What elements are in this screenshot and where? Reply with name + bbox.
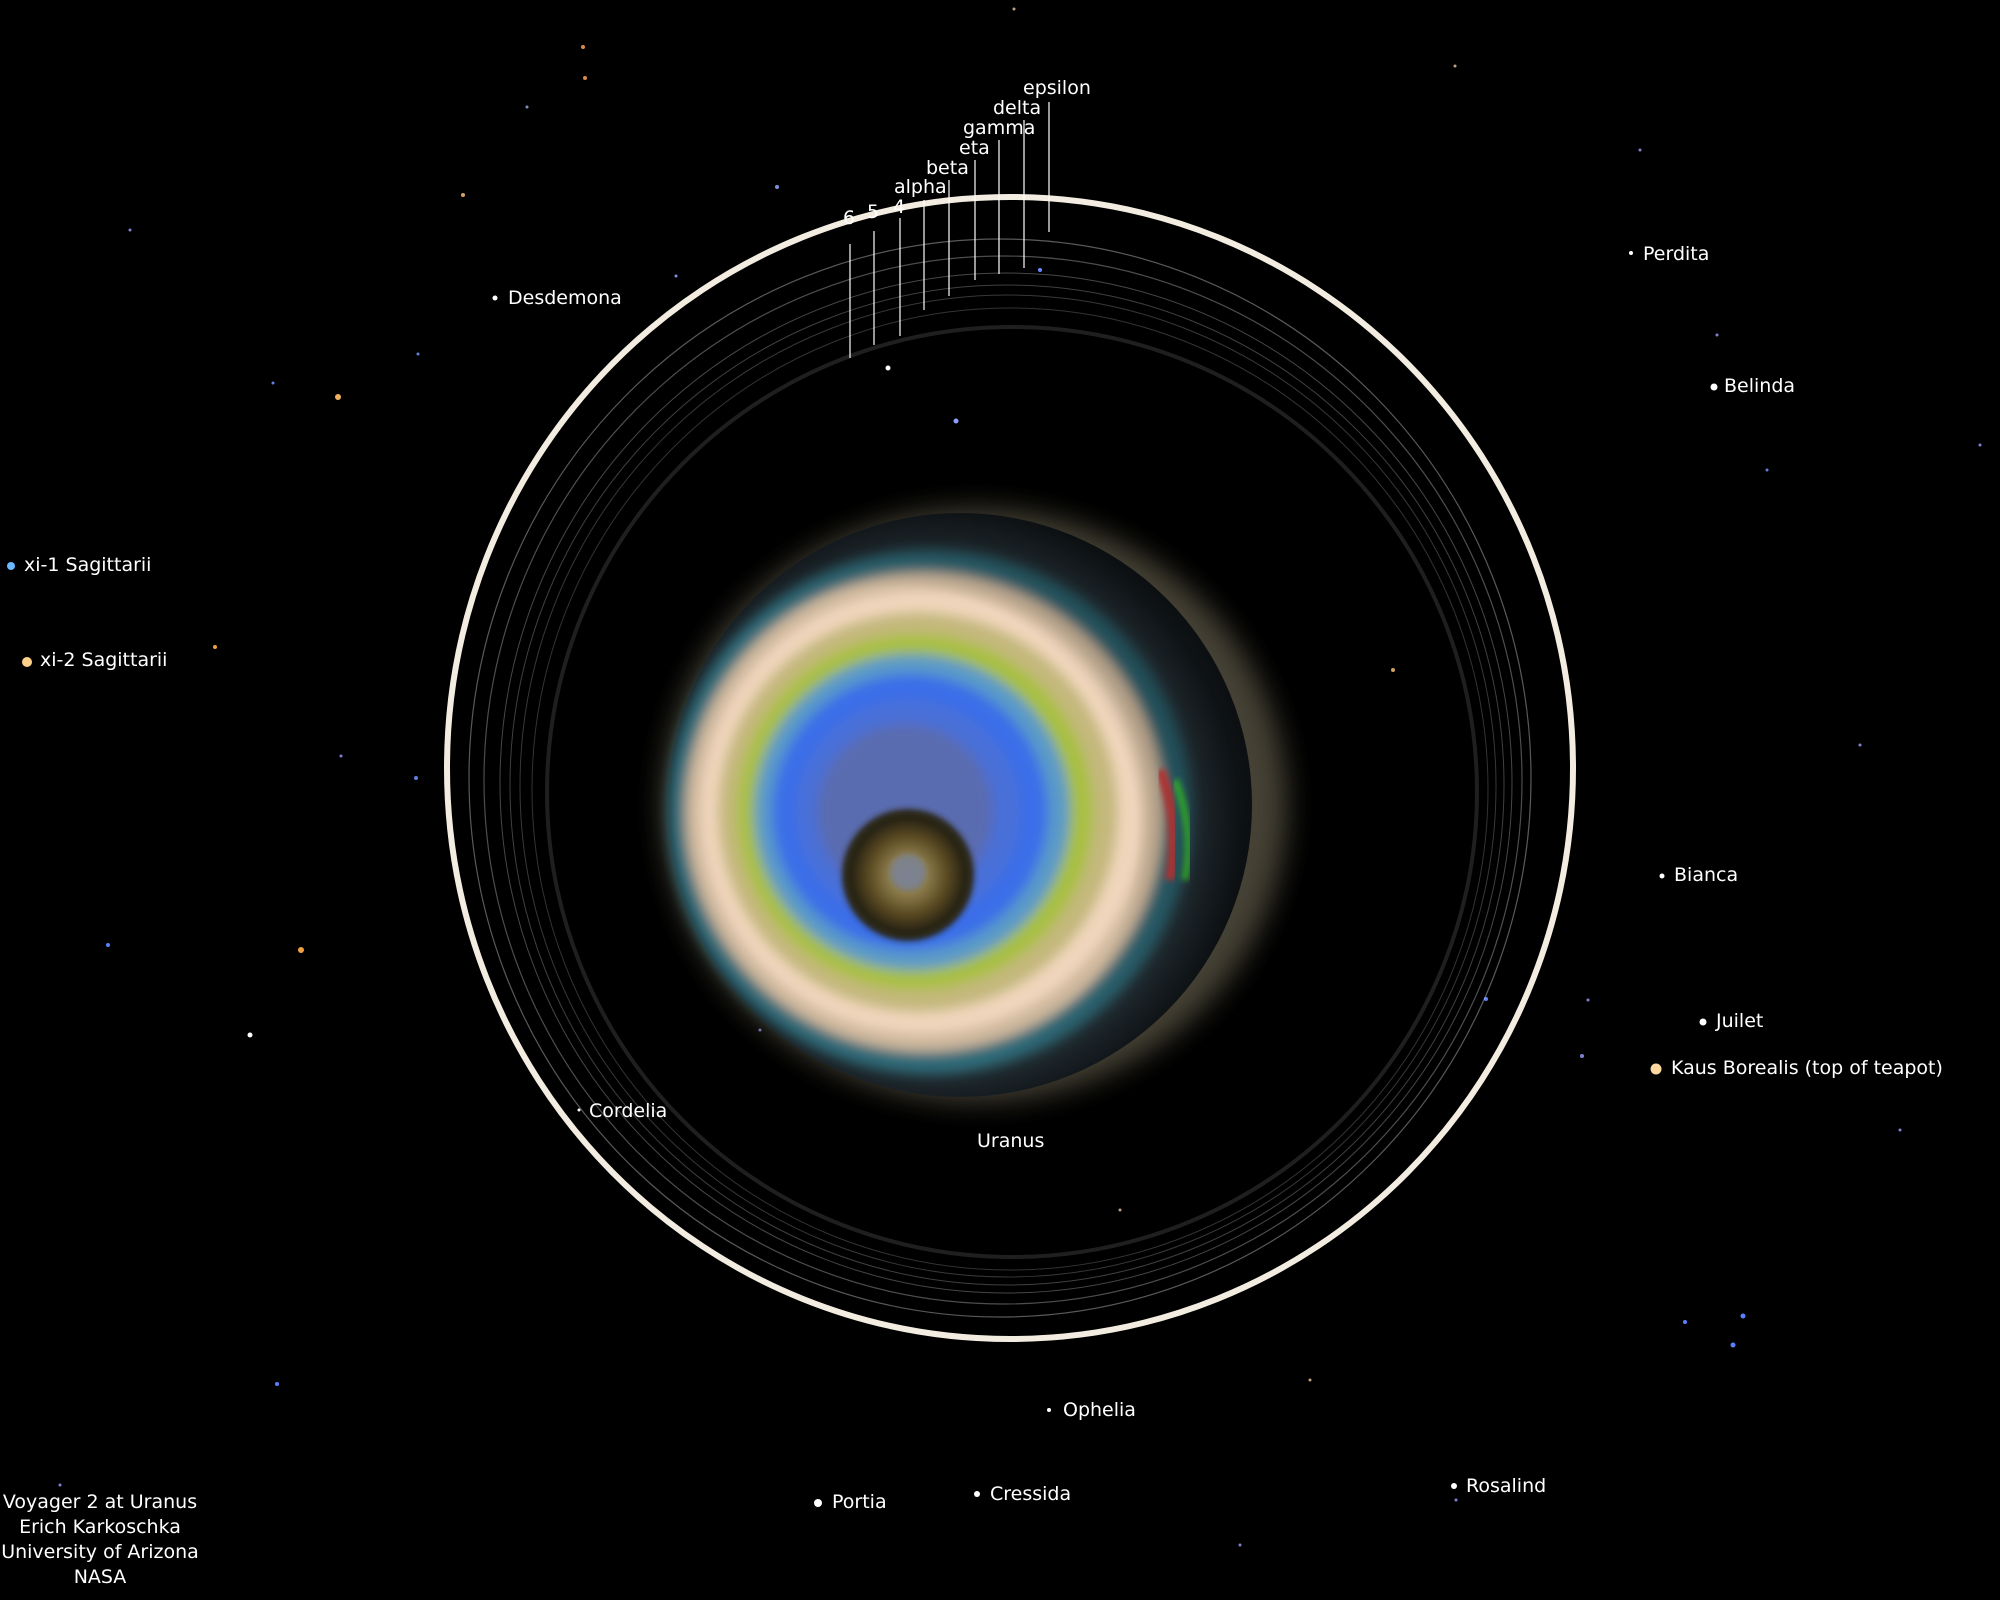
- image-credits: Voyager 2 at Uranus Erich Karkoschka Uni…: [0, 1490, 200, 1590]
- credit-line-agency: NASA: [0, 1565, 200, 1590]
- desdemona-dot: [493, 296, 498, 301]
- perdita-dot: [1629, 251, 1633, 255]
- ring-label-6: 6: [843, 209, 855, 228]
- moon-label-desdemona: Desdemona: [508, 289, 622, 308]
- kaus-star-dot: [1651, 1064, 1662, 1075]
- moon-label-portia: Portia: [832, 1493, 887, 1512]
- ring-label-beta: beta: [926, 159, 969, 178]
- moon-label-cordelia: Cordelia: [589, 1102, 667, 1121]
- portia-dot: [814, 1499, 822, 1507]
- rosalind-dot: [1451, 1483, 1457, 1489]
- uranus-planet: [663, 509, 1287, 1101]
- ring-label-4: 4: [893, 198, 905, 217]
- star-label-xi2: xi-2 Sagittarii: [40, 651, 167, 670]
- moon-label-bianca: Bianca: [1674, 866, 1738, 885]
- ring-label-epsilon: epsilon: [1023, 79, 1091, 98]
- xi1-star-dot: [7, 562, 15, 570]
- ring-label-delta: delta: [993, 99, 1041, 118]
- belinda-dot: [1711, 384, 1718, 391]
- bianca-dot: [1660, 874, 1665, 879]
- moon-label-cressida: Cressida: [990, 1485, 1071, 1504]
- moon-label-rosalind: Rosalind: [1466, 1477, 1546, 1496]
- ring-label-alpha: alpha: [894, 178, 947, 197]
- moon-label-ophelia: Ophelia: [1063, 1401, 1136, 1420]
- planet-label-uranus: Uranus: [977, 1132, 1044, 1151]
- credit-line-author: Erich Karkoschka: [0, 1515, 200, 1540]
- star-label-kaus: Kaus Borealis (top of teapot): [1671, 1059, 1943, 1078]
- cressida-dot: [974, 1491, 980, 1497]
- ophelia-dot: [1047, 1408, 1051, 1412]
- moon-label-perdita: Perdita: [1643, 245, 1709, 264]
- moon-label-belinda: Belinda: [1724, 377, 1795, 396]
- ring-label-5: 5: [867, 203, 879, 222]
- xi2-star-dot: [22, 657, 32, 667]
- credit-line-institution: University of Arizona: [0, 1540, 200, 1565]
- juliet-dot: [1700, 1019, 1707, 1026]
- moon-label-juliet: Juilet: [1716, 1012, 1763, 1031]
- cordelia-dot: [578, 1109, 581, 1112]
- ring-label-gamma: gamma: [963, 119, 1035, 138]
- ring-pointer-lines: [850, 102, 1049, 358]
- star-label-xi1: xi-1 Sagittarii: [24, 556, 151, 575]
- credit-line-mission: Voyager 2 at Uranus: [0, 1490, 200, 1515]
- ring-label-eta: eta: [959, 139, 990, 158]
